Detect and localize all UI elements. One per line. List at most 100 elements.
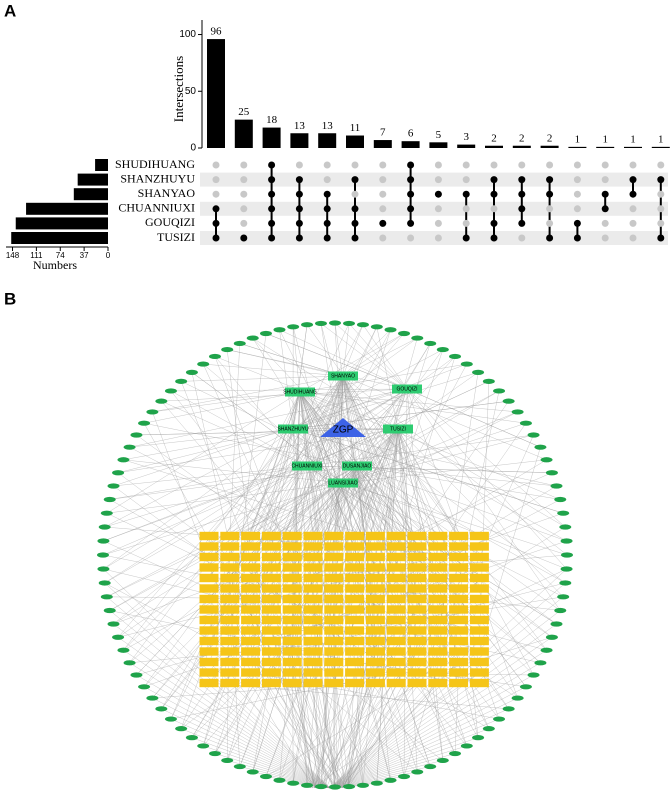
edge (344, 682, 438, 789)
gene-node (199, 678, 219, 688)
bar-label: 13 (294, 120, 306, 132)
edge (397, 372, 479, 430)
gene-node (449, 668, 469, 677)
edge (252, 337, 399, 430)
matrix-dot (407, 176, 415, 184)
matrix-dot (295, 176, 303, 184)
target-node (460, 743, 473, 749)
herb-label: TUSIZI (390, 426, 406, 432)
target-node (436, 757, 449, 764)
target-node (559, 524, 572, 530)
gene-node (261, 668, 281, 677)
gene-node (324, 657, 344, 667)
target-node (98, 580, 111, 586)
edge (117, 637, 331, 789)
matrix-dot (657, 161, 665, 169)
panel-label: A (4, 1, 16, 20)
set-label: SHANYAO (138, 186, 196, 200)
x-tick-label: 37 (80, 251, 89, 260)
gene-node (199, 615, 219, 625)
edge (397, 428, 564, 597)
gene-node (241, 552, 261, 562)
target-node (97, 552, 109, 558)
gene-node (428, 668, 448, 677)
gene-node (261, 636, 281, 646)
gene-node (407, 615, 427, 625)
gene-node (241, 668, 261, 677)
gene-node (449, 626, 469, 635)
bar-label: 1 (630, 133, 636, 145)
matrix-dot (546, 205, 554, 213)
matrix-dot (212, 176, 220, 184)
set-bar (77, 173, 108, 186)
edge (333, 428, 399, 631)
gene-node (365, 657, 385, 667)
edge (397, 428, 459, 579)
target-node (287, 324, 300, 330)
matrix-dot (629, 219, 637, 227)
matrix-dot (546, 176, 554, 184)
matrix-dot (518, 205, 526, 213)
target-node (449, 750, 462, 757)
gene-node (261, 594, 281, 604)
matrix-dot (546, 219, 554, 227)
bar-label: 5 (436, 129, 442, 141)
edge (104, 388, 408, 584)
edge (341, 630, 459, 789)
bar-label: 13 (322, 120, 334, 132)
target-node (175, 378, 188, 384)
gene-node (449, 636, 469, 646)
set-label: SHANZHUYU (120, 171, 195, 185)
gene-node (428, 563, 448, 572)
edge (342, 411, 518, 484)
matrix-dot (601, 234, 609, 242)
edge (106, 596, 331, 789)
gene-node (407, 626, 427, 635)
gene-node (469, 573, 489, 583)
gene-node (407, 678, 427, 688)
target-node (519, 420, 532, 426)
matrix-dot (434, 205, 442, 213)
edge (320, 323, 358, 467)
edge (279, 329, 294, 430)
edge (292, 324, 308, 430)
matrix-dot (629, 234, 637, 242)
edge (191, 372, 251, 642)
edge (180, 381, 293, 663)
matrix-dot (462, 161, 470, 169)
edge (227, 349, 408, 390)
gene-node (345, 542, 365, 551)
target-node (155, 706, 168, 712)
matrix-dot (240, 205, 248, 213)
edge (103, 465, 308, 542)
matrix-dot (462, 205, 470, 213)
edge (181, 375, 344, 382)
matrix-dot (323, 176, 331, 184)
row-band (200, 201, 668, 216)
herb-node (328, 478, 358, 488)
gene-node (428, 678, 448, 688)
gene-node (282, 605, 302, 614)
matrix-dot (434, 234, 442, 242)
matrix-dot (490, 161, 498, 169)
gene-node (303, 531, 323, 541)
edge (342, 333, 405, 377)
edge (106, 465, 358, 597)
gene-node (428, 657, 448, 667)
gene-node (469, 563, 489, 572)
center-label: ZGP (333, 425, 354, 436)
edge (229, 343, 240, 537)
target-node (259, 330, 272, 337)
gene-node (282, 668, 302, 677)
matrix-dot (546, 161, 554, 169)
gene-node (407, 531, 427, 541)
target-node (246, 769, 259, 775)
target-node (233, 763, 246, 770)
edge (479, 447, 541, 652)
gene-node (386, 678, 406, 688)
edge (161, 388, 408, 402)
edge (252, 337, 459, 558)
target-node (398, 330, 411, 337)
gene-node (428, 605, 448, 614)
bar (318, 133, 337, 148)
